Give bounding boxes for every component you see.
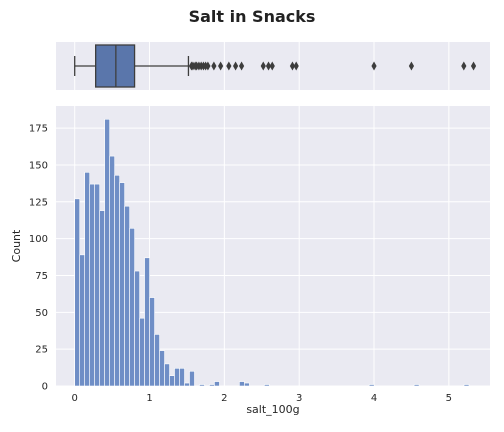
x-axis-ticks: 0 1 2 3 4 5	[72, 393, 453, 404]
histogram-bar	[264, 384, 270, 387]
histogram-bar	[184, 382, 190, 387]
x-axis-label: salt_100g	[246, 403, 299, 416]
histogram-bar	[114, 174, 120, 387]
histogram-bar	[134, 270, 140, 387]
outlier-point	[293, 61, 299, 71]
histogram-bar	[413, 384, 420, 387]
outlier-point	[371, 61, 377, 71]
y-tick-label: 75	[35, 271, 48, 282]
histogram-bar	[84, 172, 90, 387]
histogram-panel: 0 1 2 3 4 5 0 25 50 75 100 125 150 175	[29, 106, 490, 404]
histogram-bar	[368, 384, 375, 387]
histogram-bar	[74, 198, 80, 387]
box-iqr	[95, 44, 136, 88]
y-tick-label: 100	[29, 234, 48, 245]
histogram-bar	[164, 363, 170, 387]
histogram-bar	[179, 368, 185, 387]
y-tick-label: 50	[35, 308, 48, 319]
boxplot-body	[74, 44, 190, 88]
x-tick-label: 0	[72, 393, 78, 404]
histogram-bar	[199, 384, 205, 387]
outlier-point	[238, 61, 245, 71]
histogram-bar	[463, 384, 470, 387]
histogram-bar	[139, 317, 145, 387]
outlier-point	[218, 61, 224, 71]
x-tick-label: 5	[446, 393, 452, 404]
outlier-point	[461, 61, 467, 71]
histogram-bar	[239, 381, 245, 387]
histogram-bar	[244, 382, 250, 387]
x-tick-label: 2	[221, 393, 227, 404]
y-tick-label: 175	[29, 124, 48, 135]
histogram-bar	[104, 118, 110, 387]
histogram-bar	[214, 381, 220, 387]
y-tick-label: 125	[29, 197, 48, 208]
outlier-point	[265, 61, 272, 71]
histogram-bar	[79, 254, 85, 387]
histogram-bar	[169, 375, 175, 387]
x-tick-label: 4	[371, 393, 377, 404]
histogram-bar	[209, 384, 215, 387]
x-tick-label: 3	[296, 393, 302, 404]
outlier-point	[470, 61, 477, 71]
histogram-bar	[89, 183, 95, 387]
outlier-point	[205, 61, 211, 71]
histogram-bar	[94, 183, 100, 387]
outlier-point	[211, 61, 217, 71]
y-axis-label: Count	[10, 229, 23, 262]
histogram-bar	[154, 334, 160, 387]
y-tick-label: 0	[42, 382, 48, 393]
boxplot-panel	[56, 42, 490, 90]
outlier-point	[408, 61, 415, 71]
histogram-bar	[129, 228, 135, 387]
histogram-bar	[124, 205, 130, 387]
x-tick-label: 1	[146, 393, 152, 404]
outlier-point	[232, 61, 239, 71]
histogram-bar	[144, 257, 150, 387]
y-axis-ticks: 0 25 50 75 100 125 150 175	[29, 124, 48, 393]
outlier-point	[226, 61, 232, 71]
histogram-bar	[119, 182, 125, 387]
chart-title: Salt in Snacks	[189, 7, 316, 26]
boxplot-outliers	[188, 61, 477, 71]
histogram-bar	[174, 368, 180, 387]
outlier-point	[269, 61, 275, 71]
y-tick-label: 25	[35, 345, 48, 356]
outlier-point	[289, 61, 296, 71]
histogram-bar	[159, 350, 165, 387]
histogram-bar	[149, 297, 155, 387]
histogram-bar	[189, 370, 195, 387]
histogram-bars	[74, 118, 470, 387]
histogram-bar	[99, 210, 105, 387]
outlier-point	[260, 61, 266, 71]
histogram-bar	[109, 155, 115, 387]
y-tick-label: 150	[29, 160, 48, 171]
